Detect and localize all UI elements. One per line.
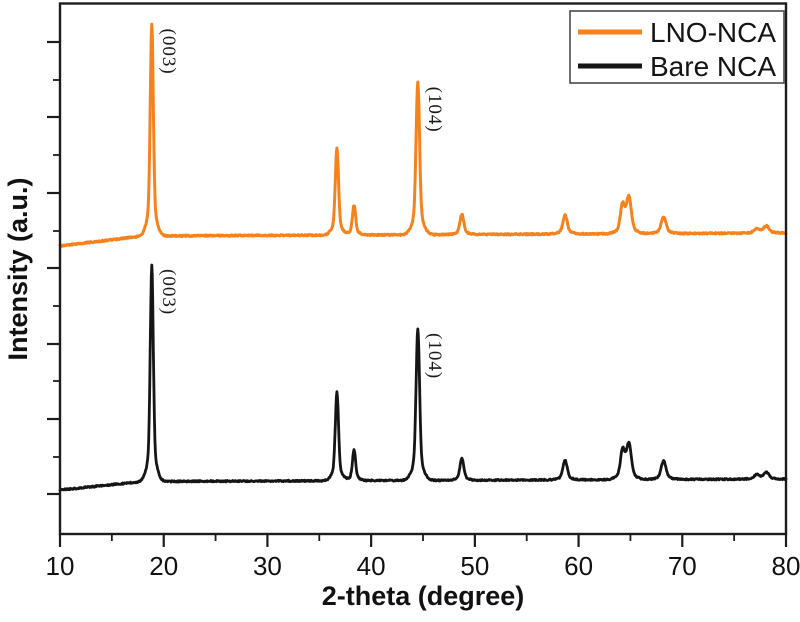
xrd-curves [58,22,788,492]
x-tick-label: 40 [357,551,386,581]
legend-box [569,10,785,84]
legend: LNO-NCA Bare NCA [569,10,785,84]
x-tick-label: 50 [460,551,489,581]
x-axis-title: 2-theta (degree) [322,581,525,611]
peak-hkl-label: (104) [424,333,445,379]
x-tick-label: 70 [668,551,697,581]
y-axis-title: Intensity (a.u.) [3,177,33,360]
series-curve-bare-nca [58,263,788,492]
peak-hkl-label: (003) [158,29,179,75]
axis-tick-labels: 10 20 30 40 50 60 70 80 [46,551,800,581]
axis-ticks [47,40,788,547]
x-tick-label: 20 [149,551,178,581]
legend-label-bare-nca: Bare NCA [650,51,776,82]
peak-annotations: (003) (104) (003) (104) [158,29,445,380]
peak-hkl-label: (104) [424,87,445,133]
series-curve-lno-nca [58,22,788,248]
x-tick-label: 80 [772,551,800,581]
x-tick-label: 60 [564,551,593,581]
peak-hkl-label: (003) [158,269,179,315]
legend-label-lno-nca: LNO-NCA [650,17,776,48]
x-tick-label: 30 [253,551,282,581]
x-tick-label: 10 [46,551,75,581]
